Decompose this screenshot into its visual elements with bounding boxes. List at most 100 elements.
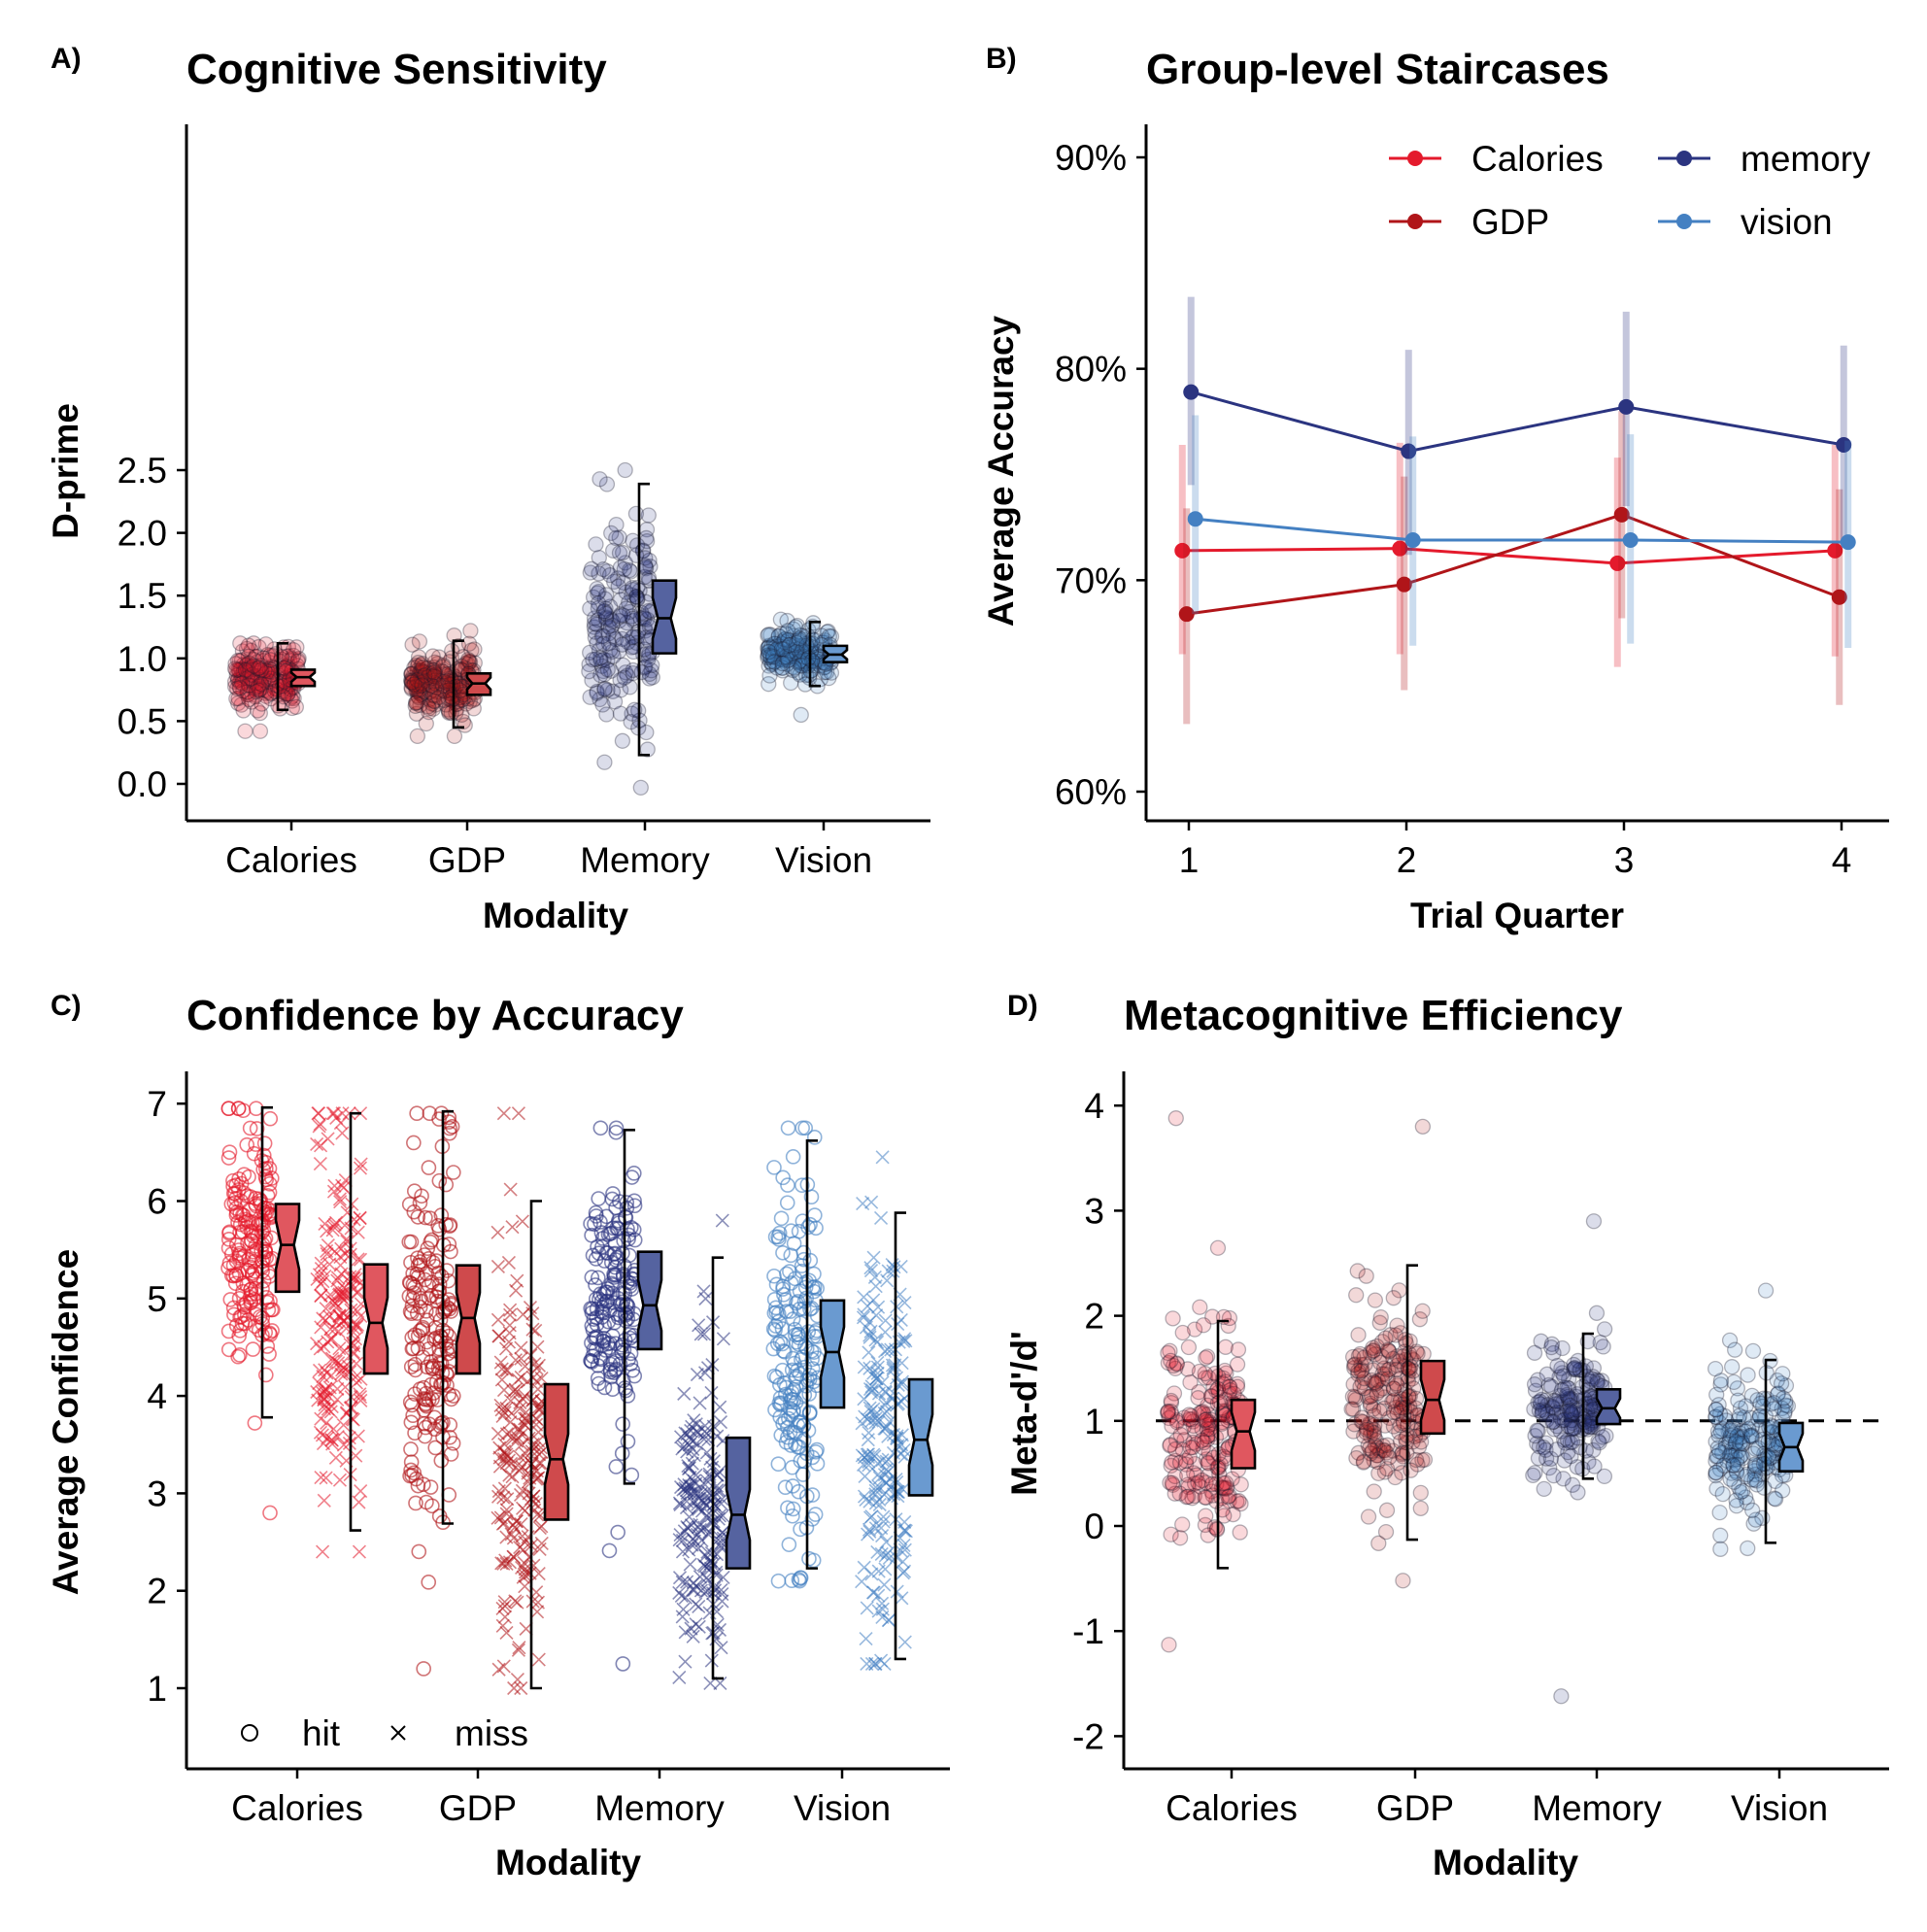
- panel-c-gdp-hit-point: [440, 1272, 456, 1289]
- panel-a-gdp-point: [439, 668, 456, 685]
- panel-d-calories-point: [1167, 1110, 1184, 1127]
- panel-d-calories-point: [1161, 1637, 1177, 1653]
- panel-a-memory-point: [604, 643, 621, 661]
- panel-a-vision-point: [767, 645, 784, 661]
- panel-a-calories-point: [257, 685, 274, 701]
- panel-c-vision-hit-point: [765, 1321, 782, 1338]
- panel-a-vision-point: [800, 647, 817, 664]
- panel-a-vision-point: [773, 635, 791, 652]
- panel-c-memory-miss-point: [683, 1557, 697, 1572]
- panel-a-gdp-point: [409, 673, 425, 690]
- panel-a-gdp-point: [466, 641, 483, 658]
- panel-a-vision-point: [813, 627, 829, 644]
- panel-b-legend-label: memory: [1741, 139, 1871, 179]
- panel-c-vision-hit-point: [770, 1313, 787, 1330]
- panel-b-x-tick-label: 3: [1614, 840, 1635, 880]
- panel-d-gdp-point: [1367, 1437, 1384, 1454]
- panel-c-memory-hit-point: [615, 1267, 631, 1282]
- panel-a-vision-point: [793, 652, 809, 668]
- panel-d-calories-point: [1207, 1429, 1225, 1445]
- panel-d-calories-point: [1215, 1403, 1232, 1419]
- panel-d-gdp-point: [1347, 1391, 1365, 1408]
- panel-c-memory-miss-point: [704, 1515, 719, 1530]
- panel-a-calories-point: [234, 670, 252, 687]
- panel-a-memory-point: [602, 662, 620, 679]
- panel-c-calories-miss-point: [326, 1106, 342, 1121]
- panel-d-gdp-point: [1388, 1361, 1404, 1378]
- panel-a-memory-point: [618, 600, 634, 617]
- panel-c-vision-miss-point: [894, 1394, 909, 1409]
- panel-a-memory-point: [614, 630, 630, 648]
- panel-c-memory-miss-point: [686, 1441, 700, 1457]
- panel-a-memory-point: [641, 665, 658, 683]
- panel-a-vision-point: [786, 641, 802, 659]
- panel-a-calories-point: [232, 671, 249, 689]
- panel-d-gdp-point: [1350, 1327, 1367, 1343]
- panel-a-gdp-point: [421, 676, 437, 694]
- panel-a-gdp-point: [457, 695, 475, 712]
- panel-a-gdp-point: [424, 662, 442, 679]
- panel-c-gdp-hit-point: [403, 1234, 420, 1250]
- panel-c-legend: hit miss: [241, 1713, 528, 1753]
- panel-d-gdp-point: [1408, 1343, 1425, 1360]
- panel-c-calories-miss-point: [328, 1215, 344, 1230]
- panel-a-vision-point: [761, 644, 777, 661]
- panel-d-gdp-point: [1369, 1447, 1385, 1464]
- panel-c-calories-hit-point: [221, 1144, 238, 1160]
- panel-a-calories-point: [252, 669, 268, 686]
- panel-d-calories-point: [1200, 1467, 1217, 1484]
- panel-c-gdp-miss-point: [495, 1618, 510, 1633]
- panel-c-memory-hit-point: [615, 1656, 631, 1672]
- panel-d-gdp-point: [1381, 1361, 1398, 1377]
- panel-c-calories-hit-point: [237, 1306, 253, 1323]
- panel-c-vision-miss-point: [875, 1529, 890, 1543]
- panel-c-calories-hit-point: [235, 1102, 252, 1119]
- panel-d-gdp-point: [1375, 1441, 1392, 1459]
- panel-c-vision-hit-point: [801, 1368, 818, 1383]
- panel-d-calories-point: [1179, 1361, 1197, 1377]
- panel-a-memory-point: [605, 542, 622, 559]
- panel-a-vision-point: [774, 644, 791, 661]
- panel-a-calories-point: [247, 680, 263, 696]
- panel-a-gdp-point: [403, 681, 421, 697]
- panel-c-calories-hit-point: [258, 1154, 274, 1170]
- panel-d-gdp-point: [1356, 1370, 1372, 1387]
- panel-d-x-tick-label: Vision: [1731, 1788, 1828, 1828]
- panel-c-gdp-hit-point: [403, 1359, 420, 1374]
- panel-d-calories-point: [1200, 1406, 1216, 1423]
- panel-d-calories-point: [1195, 1317, 1212, 1334]
- panel-d-gdp-point: [1345, 1423, 1362, 1440]
- panel-d-calories-point: [1184, 1439, 1201, 1456]
- panel-a-vision-point: [779, 649, 795, 666]
- panel-c-calories-miss-point: [351, 1429, 365, 1443]
- panel-c-legend-miss-icon: [390, 1725, 406, 1741]
- panel-a-vision-point: [791, 633, 807, 650]
- panel-a-memory-point: [589, 635, 605, 652]
- panel-a-calories-point: [238, 640, 255, 658]
- panel-d-gdp-point: [1362, 1344, 1378, 1361]
- panel-c-calories-hit-point: [231, 1250, 248, 1266]
- panel-d-calories-point: [1180, 1478, 1197, 1496]
- panel-a-memory-point: [582, 600, 598, 617]
- panel-a-calories-point: [228, 667, 245, 684]
- panel-a-memory-point: [581, 656, 597, 673]
- panel-a-memory-point: [598, 587, 615, 603]
- panel-c-gdp-miss-point: [500, 1363, 515, 1377]
- panel-c-vision-hit-point: [780, 1500, 795, 1516]
- panel-c-memory-miss-point: [685, 1538, 699, 1552]
- panel-a-vision-point: [764, 645, 781, 661]
- panel-c-vision-hit-point: [773, 1210, 790, 1227]
- panel-c-calories-miss-point: [341, 1310, 355, 1325]
- panel-a-vision-point: [774, 655, 791, 672]
- panel-d-gdp-point: [1360, 1437, 1376, 1454]
- panel-c-memory-hit-point: [614, 1445, 630, 1462]
- panel-a-y-tick-label: 0.0: [118, 764, 167, 804]
- panel-c-memory-hit-point: [603, 1275, 620, 1292]
- panel-a-memory-point: [588, 536, 604, 553]
- panel-c-gdp-miss-point: [499, 1427, 514, 1441]
- panel-c-memory-hit-point: [608, 1124, 625, 1140]
- panel-c-vision-hit-point: [791, 1327, 807, 1342]
- panel-c-y-tick-label: 7: [147, 1084, 167, 1124]
- panel-d-gdp-point: [1379, 1371, 1396, 1387]
- panel-a-calories-point: [279, 686, 295, 702]
